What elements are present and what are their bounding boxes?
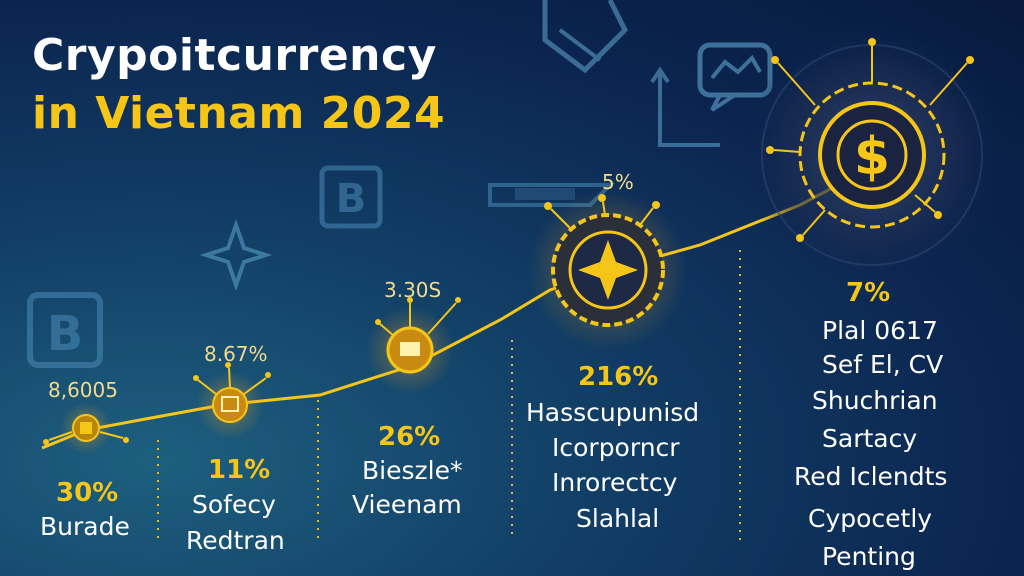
node-3-label-2: Vieenam — [352, 490, 462, 519]
node-2-label-2: Redtran — [186, 526, 285, 555]
tag-icon — [542, 0, 629, 74]
node-5-label-5: Red Iclendts — [794, 462, 948, 491]
node-2-top-value: 8.67% — [204, 342, 268, 366]
node-3-label-1: Bieszle* — [362, 456, 463, 485]
node-4-coin — [528, 190, 688, 350]
node-2-label-1: Sofecy — [192, 490, 276, 519]
node-2-percent: 11% — [208, 455, 271, 485]
node-1-top-value: 8,6005 — [48, 378, 118, 402]
node-4-label-1: Hasscupunisd — [526, 398, 700, 427]
separator-lines — [157, 250, 741, 540]
node-3-top-value: 3.30S — [384, 278, 442, 302]
sparkle-icon — [199, 218, 273, 292]
bitcoin-b-icon: B — [319, 165, 383, 229]
title-line-1: Crypoitcurrency — [32, 30, 437, 81]
node-5-label-1: Plal 0617 — [822, 316, 938, 345]
node-1-label-1: Burade — [40, 512, 130, 541]
title-line-2: in Vietnam 2024 — [32, 88, 446, 139]
node-4-label-3: Inrorectcy — [552, 468, 678, 497]
node-5-dollar-coin: $ — [742, 25, 1002, 285]
node-5-label-3: Shuchrian — [812, 386, 938, 415]
node-4-label-4: Slahlal — [576, 504, 660, 533]
node-5-label-2: Sef El, CV — [822, 350, 944, 379]
arrow-icon — [650, 66, 720, 147]
svg-text:B: B — [336, 176, 367, 222]
node-4-label-2: Icorporncr — [552, 433, 680, 462]
node-5-percent: 7% — [846, 278, 891, 308]
node-4-percent: 216% — [578, 362, 659, 392]
node-5-label-4: Sartacy — [822, 424, 918, 453]
bitcoin-b-icon: B — [27, 292, 103, 368]
node-2-coin — [193, 362, 271, 439]
node-5-label-7: Penting — [822, 542, 916, 571]
node-3-percent: 26% — [378, 422, 441, 452]
svg-text:B: B — [47, 306, 84, 362]
node-1-percent: 30% — [56, 478, 119, 508]
chart-bubble-icon — [697, 42, 773, 112]
svg-text:$: $ — [854, 127, 890, 187]
node-4-top-value: 5% — [602, 170, 634, 194]
node-1-coin — [43, 402, 129, 454]
node-5-label-6: Cypocetly — [808, 504, 933, 533]
node-3-coin — [366, 297, 461, 394]
trend-line — [41, 166, 871, 450]
